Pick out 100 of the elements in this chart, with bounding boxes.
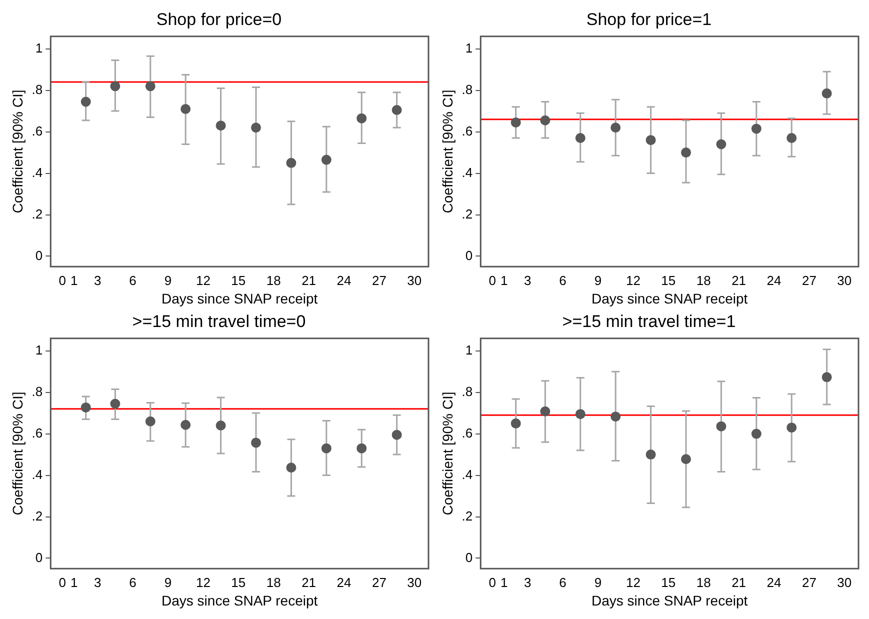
x-tick-label: 12 [196, 272, 210, 288]
x-axis-title: Days since SNAP receipt [162, 290, 318, 306]
point [392, 430, 402, 440]
point [751, 124, 762, 134]
x-tick-label: 18 [696, 574, 711, 590]
y-tick-label: .4 [462, 164, 473, 180]
point [145, 81, 156, 92]
point [80, 402, 91, 412]
y-tick-label: .4 [32, 164, 43, 180]
x-tick-label: 21 [302, 574, 316, 590]
x-tick-label: 12 [626, 574, 640, 590]
x-tick-label: 0 [58, 272, 66, 288]
point [716, 421, 726, 432]
x-tick-label: 24 [336, 272, 352, 288]
x-tick-label: 3 [524, 272, 532, 288]
point [510, 117, 521, 128]
point [356, 443, 367, 454]
y-tick-label: 1 [465, 40, 473, 56]
x-tick-label: 18 [696, 272, 711, 288]
point [681, 454, 691, 464]
point [786, 133, 797, 144]
point [646, 135, 656, 146]
point [610, 412, 621, 422]
y-tick-label: .8 [32, 384, 43, 399]
x-tick-label: 24 [766, 574, 782, 590]
y-tick-label: .2 [462, 206, 473, 222]
point [180, 104, 191, 114]
y-tick-label: .4 [32, 466, 43, 482]
x-tick-label: 1 [70, 574, 78, 590]
point [716, 139, 726, 150]
y-tick-label: .8 [462, 384, 473, 399]
y-tick-label: .4 [462, 466, 473, 482]
x-tick-label: 15 [231, 272, 246, 288]
x-tick-label: 21 [732, 272, 746, 288]
x-tick-label: 3 [94, 272, 102, 288]
point [392, 105, 402, 116]
chart-title: Shop for price=1 [586, 10, 712, 29]
y-tick-label: .8 [462, 82, 473, 97]
y-tick-label: 0 [35, 550, 43, 565]
chart-title: Shop for price=0 [156, 10, 282, 29]
point [110, 398, 120, 409]
point [286, 462, 296, 473]
point [575, 133, 586, 144]
point [356, 113, 367, 124]
x-tick-label: 15 [231, 574, 246, 590]
y-axis-title: Coefficient [90% CI] [9, 392, 26, 516]
point [216, 120, 226, 131]
point [80, 96, 91, 107]
x-tick-label: 9 [594, 574, 602, 590]
x-tick-label: 3 [524, 574, 532, 590]
x-tick-label: 6 [559, 272, 566, 288]
x-axis-title: Days since SNAP receipt [162, 592, 318, 608]
y-tick-label: 1 [465, 342, 473, 358]
point [540, 115, 550, 126]
x-tick-label: 27 [802, 272, 816, 288]
point [681, 148, 691, 158]
x-tick-label: 9 [164, 574, 172, 590]
y-axis-title: Coefficient [90% CI] [439, 90, 456, 214]
x-tick-label: 0 [58, 574, 66, 590]
y-tick-label: .6 [32, 123, 43, 138]
y-tick-label: 1 [35, 342, 43, 358]
x-axis-title: Days since SNAP receipt [592, 592, 748, 608]
point [321, 154, 332, 165]
point [251, 122, 261, 133]
y-tick-label: .6 [462, 425, 473, 440]
x-axis-title: Days since SNAP receipt [592, 290, 748, 306]
x-tick-label: 27 [372, 272, 386, 288]
x-tick-label: 24 [766, 272, 782, 288]
point [251, 438, 261, 448]
x-tick-label: 18 [266, 272, 281, 288]
point [751, 428, 762, 439]
y-tick-label: .8 [32, 82, 43, 97]
point [286, 158, 296, 168]
x-tick-label: 6 [129, 574, 136, 590]
x-tick-label: 1 [500, 272, 508, 288]
point [786, 422, 797, 433]
y-tick-label: 0 [465, 550, 473, 565]
point [216, 420, 226, 431]
x-tick-label: 30 [837, 272, 852, 288]
x-tick-label: 30 [837, 574, 852, 590]
x-tick-label: 27 [372, 574, 386, 590]
y-tick-label: .6 [462, 123, 473, 138]
point [180, 420, 191, 430]
y-tick-label: .2 [462, 508, 473, 524]
x-tick-label: 1 [70, 272, 78, 288]
y-tick-label: .6 [32, 425, 43, 440]
x-tick-label: 1 [500, 574, 508, 590]
x-tick-label: 30 [407, 574, 422, 590]
x-tick-label: 3 [94, 574, 102, 590]
point [321, 443, 332, 454]
x-tick-label: 6 [129, 272, 136, 288]
y-tick-label: .2 [32, 508, 43, 524]
x-tick-label: 21 [732, 574, 746, 590]
x-tick-label: 15 [661, 574, 676, 590]
x-tick-label: 0 [488, 272, 496, 288]
point [145, 416, 156, 426]
x-tick-label: 27 [802, 574, 816, 590]
chart-title: >=15 min travel time=1 [562, 312, 736, 331]
point [110, 81, 120, 92]
x-tick-label: 18 [266, 574, 281, 590]
